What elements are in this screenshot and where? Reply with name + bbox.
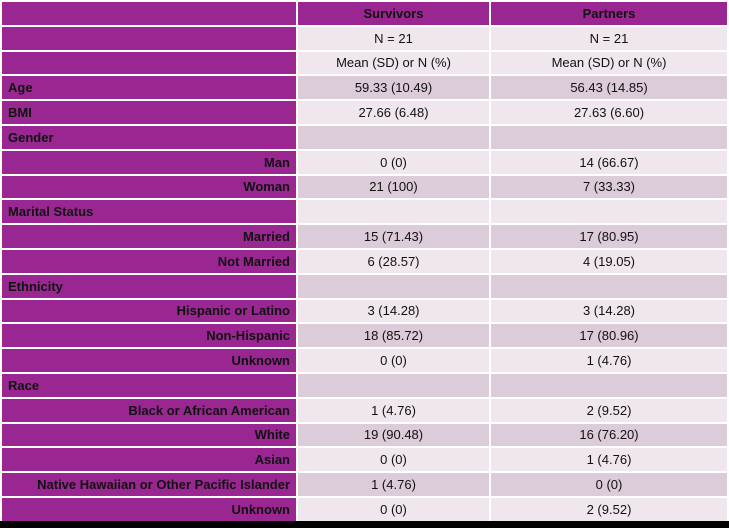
table-row: White 19 (90.48) 16 (76.20) <box>2 423 727 447</box>
table-row: Unknown 0 (0) 2 (9.52) <box>2 497 727 521</box>
table-row: Hispanic or Latino 3 (14.28) 3 (14.28) <box>2 299 727 323</box>
row-partners-value: 2 (9.52) <box>491 398 727 422</box>
row-label: Woman <box>2 175 296 199</box>
row-partners-value: 3 (14.28) <box>491 299 727 323</box>
header-row: Survivors Partners <box>2 2 727 25</box>
table-row: Black or African American 1 (4.76) 2 (9.… <box>2 398 727 422</box>
row-partners-value: 1 (4.76) <box>491 349 727 372</box>
table-row: Not Married 6 (28.57) 4 (19.05) <box>2 249 727 273</box>
row-label: Black or African American <box>2 398 296 422</box>
row-survivors-value: 0 (0) <box>298 497 489 521</box>
row-label: Asian <box>2 448 296 472</box>
table-row: Unknown 0 (0) 1 (4.76) <box>2 349 727 372</box>
row-partners-value <box>491 200 727 224</box>
sample-size-survivors: N = 21 <box>298 26 489 50</box>
table-row: BMI 27.66 (6.48) 27.63 (6.60) <box>2 101 727 124</box>
table-row: Gender <box>2 125 727 149</box>
header-empty-cell <box>2 2 296 25</box>
bottom-border-bar <box>0 521 729 528</box>
row-survivors-value: 3 (14.28) <box>298 299 489 323</box>
row-label: Non-Hispanic <box>2 324 296 348</box>
row-survivors-value: 0 (0) <box>298 150 489 174</box>
stat-label-row: Mean (SD) or N (%) Mean (SD) or N (%) <box>2 51 727 75</box>
row-partners-value <box>491 274 727 298</box>
table-row: Race <box>2 373 727 397</box>
row-label: White <box>2 423 296 447</box>
row-partners-value: 0 (0) <box>491 473 727 496</box>
row-label: Race <box>2 373 296 397</box>
header-partners: Partners <box>491 2 727 25</box>
row-survivors-value: 21 (100) <box>298 175 489 199</box>
row-partners-value: 17 (80.95) <box>491 225 727 248</box>
row-label: Unknown <box>2 497 296 521</box>
row-partners-value: 1 (4.76) <box>491 448 727 472</box>
stat-label-survivors: Mean (SD) or N (%) <box>298 51 489 75</box>
row-partners-value: 17 (80.96) <box>491 324 727 348</box>
row-partners-value: 2 (9.52) <box>491 497 727 521</box>
stat-label-label-cell <box>2 51 296 75</box>
row-survivors-value: 1 (4.76) <box>298 398 489 422</box>
sample-size-row: N = 21 N = 21 <box>2 26 727 50</box>
row-partners-value: 4 (19.05) <box>491 249 727 273</box>
stat-label-partners: Mean (SD) or N (%) <box>491 51 727 75</box>
row-survivors-value: 27.66 (6.48) <box>298 101 489 124</box>
row-label: Native Hawaiian or Other Pacific Islande… <box>2 473 296 496</box>
table-row: Man 0 (0) 14 (66.67) <box>2 150 727 174</box>
header-survivors: Survivors <box>298 2 489 25</box>
row-survivors-value: 0 (0) <box>298 349 489 372</box>
row-partners-value <box>491 125 727 149</box>
row-label: Unknown <box>2 349 296 372</box>
row-label: Age <box>2 76 296 100</box>
row-partners-value: 14 (66.67) <box>491 150 727 174</box>
row-label: Man <box>2 150 296 174</box>
sample-size-label-cell <box>2 26 296 50</box>
row-label: Gender <box>2 125 296 149</box>
row-survivors-value: 1 (4.76) <box>298 473 489 496</box>
row-partners-value: 7 (33.33) <box>491 175 727 199</box>
row-partners-value: 56.43 (14.85) <box>491 76 727 100</box>
table-row: Age 59.33 (10.49) 56.43 (14.85) <box>2 76 727 100</box>
row-label: Married <box>2 225 296 248</box>
row-label: BMI <box>2 101 296 124</box>
row-survivors-value <box>298 125 489 149</box>
row-survivors-value <box>298 200 489 224</box>
row-partners-value <box>491 373 727 397</box>
row-label: Not Married <box>2 249 296 273</box>
row-survivors-value: 6 (28.57) <box>298 249 489 273</box>
row-survivors-value: 0 (0) <box>298 448 489 472</box>
table-row: Marital Status <box>2 200 727 224</box>
row-survivors-value: 59.33 (10.49) <box>298 76 489 100</box>
table-row: Asian 0 (0) 1 (4.76) <box>2 448 727 472</box>
row-survivors-value: 18 (85.72) <box>298 324 489 348</box>
table-row: Married 15 (71.43) 17 (80.95) <box>2 225 727 248</box>
row-survivors-value: 19 (90.48) <box>298 423 489 447</box>
row-survivors-value: 15 (71.43) <box>298 225 489 248</box>
row-survivors-value <box>298 274 489 298</box>
row-partners-value: 27.63 (6.60) <box>491 101 727 124</box>
table-row: Non-Hispanic 18 (85.72) 17 (80.96) <box>2 324 727 348</box>
table-row: Native Hawaiian or Other Pacific Islande… <box>2 473 727 496</box>
row-label: Hispanic or Latino <box>2 299 296 323</box>
row-partners-value: 16 (76.20) <box>491 423 727 447</box>
row-survivors-value <box>298 373 489 397</box>
table-row: Ethnicity <box>2 274 727 298</box>
row-label: Ethnicity <box>2 274 296 298</box>
row-label: Marital Status <box>2 200 296 224</box>
sample-size-partners: N = 21 <box>491 26 727 50</box>
table-row: Woman 21 (100) 7 (33.33) <box>2 175 727 199</box>
